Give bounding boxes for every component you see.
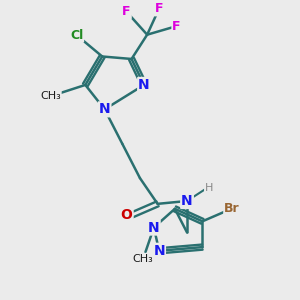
Text: CH₃: CH₃ [40,91,61,101]
Text: CH₃: CH₃ [133,254,154,264]
Text: Br: Br [224,202,240,215]
Text: N: N [181,194,193,208]
Text: Cl: Cl [70,28,83,41]
Text: N: N [138,78,150,92]
Text: F: F [122,5,131,18]
Text: H: H [205,183,213,193]
Text: F: F [155,2,163,15]
Text: O: O [121,208,133,222]
Text: N: N [148,220,160,235]
Text: N: N [99,102,110,116]
Text: N: N [153,244,165,258]
Text: F: F [172,20,181,33]
